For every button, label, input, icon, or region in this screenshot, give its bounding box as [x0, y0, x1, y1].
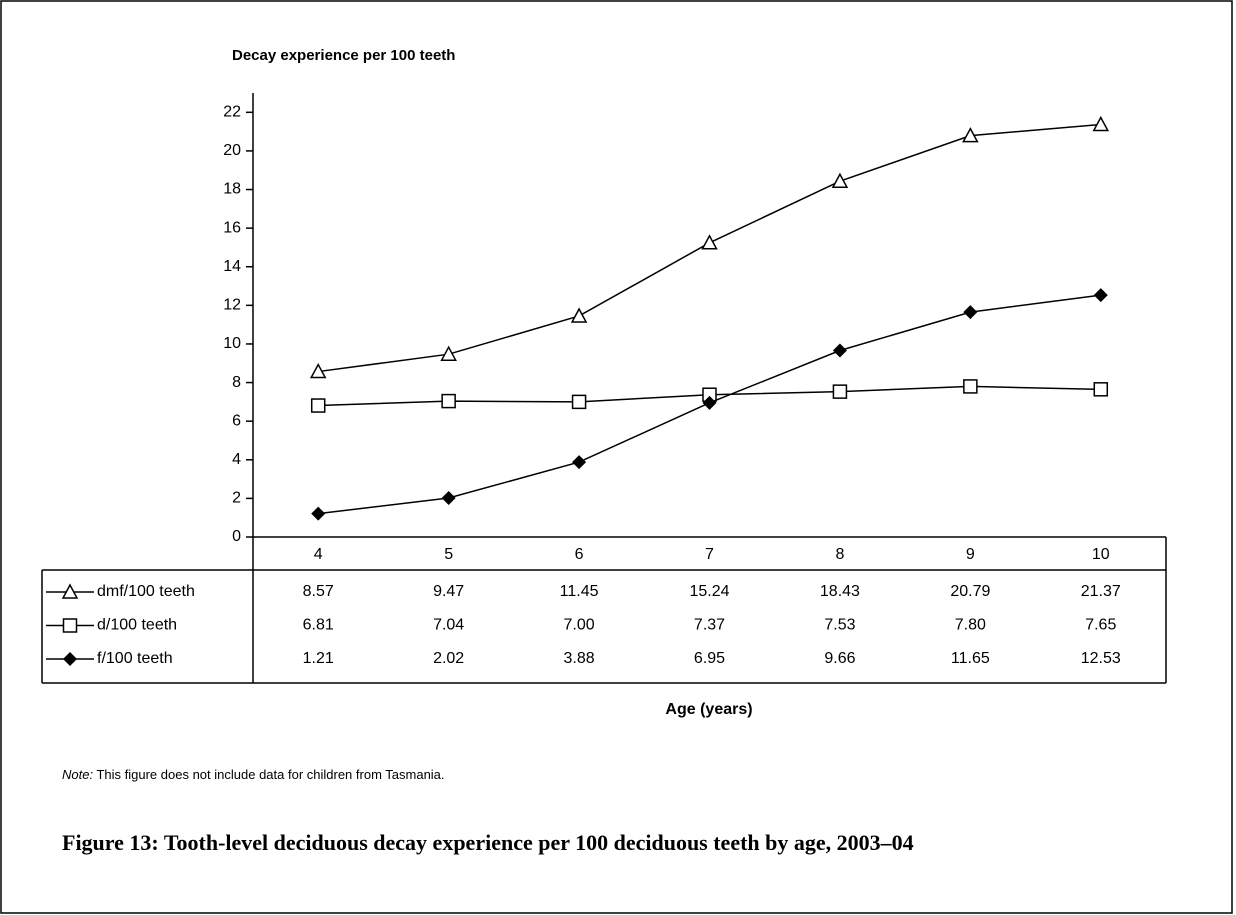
table-cell: 8.57 [303, 583, 334, 600]
marker [309, 362, 327, 379]
marker [1093, 288, 1108, 303]
x-tick-label: 8 [835, 546, 844, 563]
x-axis-label: Age (years) [665, 701, 752, 718]
marker [440, 345, 457, 361]
x-tick-label: 9 [966, 546, 975, 563]
legend-label: dmf/100 teeth [97, 583, 195, 600]
x-tick-label: 10 [1092, 546, 1110, 563]
table-cell: 3.88 [564, 650, 595, 667]
table-cell: 7.00 [564, 617, 595, 634]
y-tick-label: 6 [232, 412, 241, 429]
marker [441, 491, 456, 506]
table-cell: 2.02 [433, 650, 464, 667]
table-cell: 6.95 [694, 650, 725, 667]
y-tick-label: 8 [232, 374, 241, 391]
marker [963, 305, 978, 320]
y-tick-label: 10 [223, 335, 241, 352]
marker [962, 127, 979, 143]
table-cell: 9.47 [433, 583, 464, 600]
table-cell: 6.81 [303, 617, 334, 634]
y-tick-label: 12 [223, 297, 241, 314]
marker [1093, 382, 1109, 397]
legend-label: d/100 teeth [97, 617, 177, 634]
table-cell: 7.53 [824, 617, 855, 634]
table-cell: 12.53 [1081, 650, 1121, 667]
table-cell: 7.04 [433, 617, 464, 634]
x-tick-label: 4 [314, 546, 323, 563]
table-cell: 21.37 [1081, 583, 1121, 600]
legend-marker [63, 652, 77, 666]
marker [832, 343, 847, 358]
table-cell: 7.37 [694, 617, 725, 634]
marker [831, 172, 849, 188]
note: Note: This figure does not include data … [62, 767, 445, 782]
table-cell: 9.66 [824, 650, 855, 667]
y-tick-label: 0 [232, 528, 241, 545]
table-cell: 7.65 [1085, 617, 1116, 634]
y-tick-label: 20 [223, 142, 241, 159]
table-cell: 11.45 [560, 583, 599, 600]
marker [1092, 115, 1110, 132]
legend-marker [62, 618, 78, 633]
y-tick-label: 22 [223, 104, 241, 121]
marker [441, 393, 456, 409]
x-tick-label: 5 [444, 546, 453, 563]
legend-label: f/100 teeth [97, 650, 173, 667]
marker [571, 394, 587, 410]
x-tick-label: 6 [575, 546, 584, 563]
table-cell: 7.80 [955, 617, 986, 634]
marker [832, 384, 848, 399]
table-cell: 15.24 [689, 583, 729, 600]
table-cell: 18.43 [820, 583, 860, 600]
note-text: This figure does not include data for ch… [96, 767, 444, 782]
note-label: Note: [62, 767, 93, 782]
marker [572, 455, 587, 470]
x-tick-label: 7 [705, 546, 714, 563]
marker [701, 234, 718, 250]
y-tick-label: 4 [232, 451, 241, 468]
marker [702, 395, 717, 410]
chart-title: Decay experience per 100 teeth [232, 47, 455, 64]
y-tick-label: 18 [223, 181, 241, 198]
y-tick-label: 14 [223, 258, 241, 275]
marker [311, 506, 326, 521]
y-tick-label: 2 [232, 490, 241, 507]
table-cell: 20.79 [950, 583, 990, 600]
legend-marker [61, 583, 79, 599]
y-tick-label: 16 [223, 219, 241, 236]
marker [310, 398, 326, 413]
marker [963, 379, 978, 394]
table-cell: 11.65 [951, 650, 990, 667]
table-cell: 1.21 [303, 650, 334, 667]
caption: Figure 13: Tooth-level deciduous decay e… [62, 830, 914, 855]
marker [570, 307, 588, 323]
